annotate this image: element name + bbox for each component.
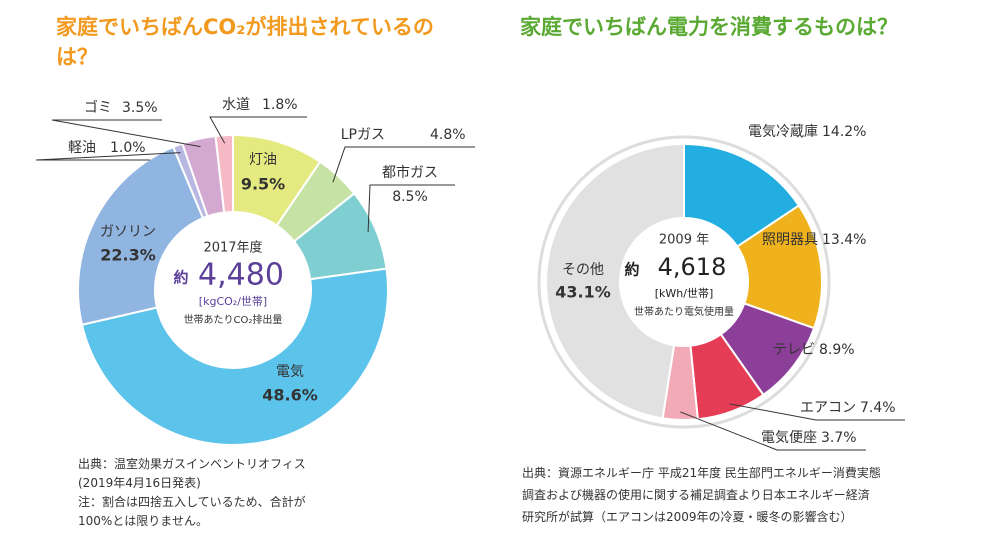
slice-label: 電気 [276,364,304,380]
outer-ring [537,135,831,429]
slice-label: エアコン [800,400,856,416]
slice-value: 1.8% [262,97,298,113]
leader-line [35,152,181,161]
slice-value: 3.5% [122,100,158,116]
slice-label: ガソリン [100,224,156,240]
note-line: (2019年4月16日発表) [78,476,201,490]
slice-value: 8.9% [819,342,855,358]
slice-value: 9.5% [241,175,285,194]
note-line: 100%とは限りません。 [78,514,208,528]
slice-label: 灯油 [249,152,277,168]
source-notes: 出典：資源エネルギー庁 平成21年度 民生部門エネルギー消費実態 調査および機器の… [522,462,881,528]
slice-label: 照明器具 [762,232,818,248]
leader-line [367,184,455,233]
slice-label: その他 [562,262,604,278]
slice-label: 軽油 [68,140,96,156]
center-unit: [kgCO₂/世帯] [199,295,267,308]
note-line: 注：割合は四捨五入しているため、合計が [78,495,306,509]
chart-title: 家庭でいちばん電力を消費するものは？ [520,15,898,39]
slice-value: 43.1% [555,283,611,302]
center-year: 2009 年 [659,233,709,248]
slice-value: 7.4% [860,400,896,416]
donut-slice [214,133,234,214]
slice-label: 都市ガス [382,164,438,181]
center-caption: 世帯あたり電気使用量 [634,305,734,318]
slice-label: 水道 [222,97,250,113]
slice-label: 電気冷蔵庫 [748,123,818,140]
chart-title: 家庭でいちばんCO₂が排出されているのは？ [56,15,434,69]
leader-line [680,411,866,451]
slice-value: 14.2% [822,124,866,140]
slice-value: 1.0% [110,140,146,156]
slice-value: 22.3% [100,246,156,265]
leader-line [51,119,201,148]
slice-value: 8.5% [392,189,428,205]
note-line: 調査および機器の使用に関する補足調査より日本エネルギー経済 [522,488,870,502]
leader-line [332,146,475,183]
center-prefix: 約 [624,261,639,279]
note-line: 出典：温室効果ガスインベントリオフィス [78,457,306,471]
slice-label: ゴミ [84,99,112,116]
source-notes: 出典：温室効果ガスインベントリオフィス (2019年4月16日発表) 注：割合は四捨… [78,455,306,531]
center-prefix: 約 [173,269,188,287]
leader-line [729,403,905,421]
slice-value: 3.7% [821,430,857,446]
center-total: 4,618 [658,253,727,281]
center-year: 2017年度 [203,240,262,256]
slice-value: 4.8% [430,127,466,143]
donut-slice [77,145,205,326]
donut-slice [545,142,685,420]
slice-label: LPガス [341,127,385,143]
note-line: 研究所が試算（エアコンは2009年の冷夏・暖冬の影響含む） [522,510,853,524]
center-total: 4,480 [198,258,284,293]
note-line: 出典：資源エネルギー庁 平成21年度 民生部門エネルギー消費実態 [522,466,881,480]
slice-label: テレビ [773,342,815,358]
slice-value: 48.6% [262,386,318,405]
donut-slice [735,204,823,330]
leader-line [209,116,307,144]
slice-value: 13.4% [822,232,866,248]
center-unit: [kWh/世帯] [655,287,714,300]
donut-slice [80,267,389,446]
slice-label: 電気便座 [761,430,817,446]
center-caption: 世帯あたりCO₂排出量 [184,313,283,326]
